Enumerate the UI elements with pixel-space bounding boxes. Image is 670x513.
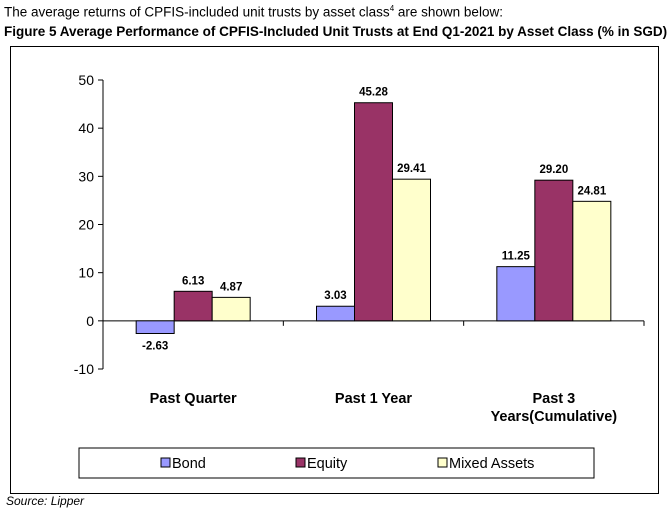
intro-text-main: The average returns of CPFIS-included un… — [4, 4, 390, 20]
y-tick-label: 10 — [78, 265, 94, 281]
bar-mixed-assets — [572, 200, 612, 322]
y-tick-label: 0 — [86, 313, 94, 329]
bar-equity — [354, 102, 393, 322]
data-label: 3.03 — [324, 290, 346, 302]
bar-bond — [496, 266, 536, 322]
data-label: 29.20 — [539, 164, 568, 176]
figure-title: Figure 5 Average Performance of CPFIS-In… — [4, 24, 668, 39]
y-tick-label: 50 — [78, 72, 94, 88]
legend-label: Bond — [172, 456, 206, 472]
legend-swatch-mixed-assets — [437, 457, 448, 468]
bar-mixed-assets — [211, 296, 251, 322]
bar-chart: -10 0 10 20 30 40 50 -2.63 6.13 4.87 Past Quarter 3… — [74, 72, 645, 479]
legend-label: Equity — [307, 456, 348, 472]
bar-bond — [316, 305, 355, 322]
bar-equity — [534, 179, 574, 322]
data-label: 24.81 — [577, 185, 606, 197]
data-label: 29.41 — [397, 163, 426, 175]
chart-frame: -10 0 10 20 30 40 50 -2.63 6.13 4.87 Past Quarter 3… — [10, 46, 659, 494]
data-label: -2.63 — [142, 341, 168, 353]
data-label: 4.87 — [220, 281, 242, 293]
bar-equity — [173, 290, 213, 322]
legend-swatch-bond — [160, 457, 171, 468]
category-label: Past 3 — [532, 391, 575, 407]
y-tick-label: 20 — [78, 217, 94, 233]
y-tick-label: 30 — [78, 168, 94, 184]
source-note: Source: Lipper — [6, 494, 85, 508]
footnote-marker: 4 — [389, 4, 395, 13]
y-tick-label: -10 — [74, 361, 94, 377]
data-label: 6.13 — [182, 275, 204, 287]
category-label: Past Quarter — [150, 391, 237, 407]
y-tick-label: 40 — [78, 120, 94, 136]
intro-text: The average returns of CPFIS-included un… — [4, 4, 503, 20]
category-label: Years(Cumulative) — [491, 409, 618, 425]
data-label: 45.28 — [359, 87, 388, 99]
data-label: 11.25 — [502, 251, 531, 263]
category-label: Past 1 Year — [335, 391, 412, 407]
intro-text-suffix: are shown below: — [394, 4, 503, 20]
legend-label: Mixed Assets — [449, 456, 534, 472]
bar-bond — [135, 320, 175, 335]
bar-mixed-assets — [392, 178, 431, 322]
legend-swatch-equity — [295, 457, 306, 468]
